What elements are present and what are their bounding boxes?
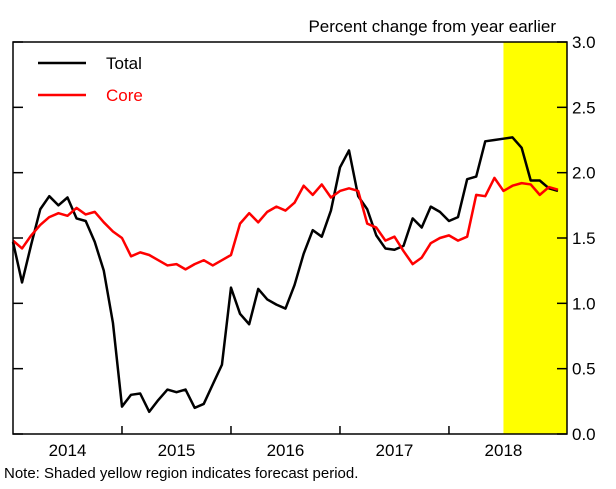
plot-frame: [12, 41, 568, 435]
legend-label: Total: [106, 54, 142, 73]
x-tick-label: 2015: [158, 441, 196, 460]
line-series: [12, 176, 559, 271]
y-tick-label: 2.0: [572, 164, 596, 183]
x-tick-label: 2017: [376, 441, 414, 460]
y-tick-label: 0.5: [572, 360, 596, 379]
y-tick-label: 0.0: [572, 425, 596, 444]
legend-label: Core: [106, 86, 143, 105]
y-tick-label: 2.5: [572, 98, 596, 117]
y-tick-label: 1.5: [572, 229, 596, 248]
y-tick-label: 3.0: [572, 33, 596, 52]
x-tick-label: 2014: [49, 441, 87, 460]
note: Note: Shaded yellow region indicates for…: [4, 465, 358, 482]
x-tick-label: 2016: [267, 441, 305, 460]
x-tick-label: 2018: [485, 441, 523, 460]
line-series: [11, 136, 559, 414]
chart-title: Percent change from year earlier: [308, 17, 556, 36]
y-tick-label: 1.0: [572, 294, 596, 313]
forecast-shade: [503, 42, 567, 434]
